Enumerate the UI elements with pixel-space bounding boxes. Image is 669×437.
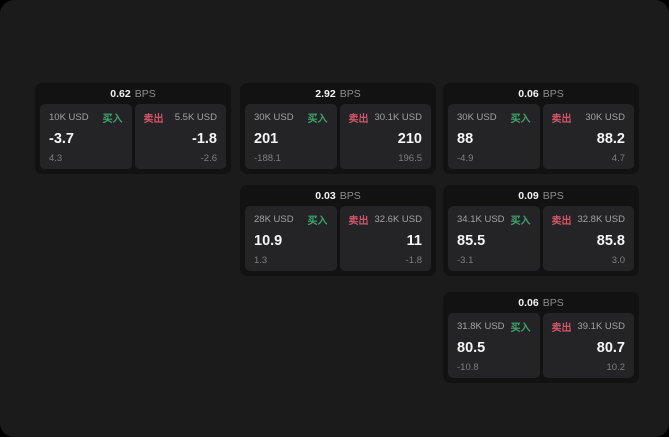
- sell-side-label: 卖出: [348, 114, 369, 125]
- bps-unit-label: BPS: [134, 87, 156, 100]
- bps-value: 0.03: [315, 189, 336, 202]
- sell-sub-value: 3.0: [611, 255, 625, 266]
- buy-sub-value: 4.3: [49, 153, 63, 164]
- sell-price-value: 11: [406, 232, 422, 249]
- sell-quote-panel[interactable]: 卖出 30K USD 88.2 4.7: [542, 104, 634, 169]
- buy-price-value: 10.9: [254, 232, 283, 249]
- sell-size-label: 32.6K USD: [374, 214, 422, 225]
- buy-side-label: 买入: [307, 114, 328, 125]
- buy-quote-panel[interactable]: 28K USD 买入 10.9 1.3: [245, 206, 337, 271]
- buy-size-label: 10K USD: [49, 112, 89, 123]
- sell-quote-panel[interactable]: 卖出 5.5K USD -1.8 -2.6: [134, 104, 226, 169]
- sell-quote-panel[interactable]: 卖出 32.8K USD 85.8 3.0: [542, 206, 634, 271]
- sell-quote-panel[interactable]: 卖出 39.1K USD 80.7 10.2: [542, 313, 634, 378]
- quote-card: 0.06 BPS 30K USD 买入 88 -4.9 卖出 30K USD 8…: [443, 83, 639, 174]
- bps-unit-label: BPS: [542, 87, 564, 100]
- sell-price-value: 85.8: [596, 232, 625, 249]
- sell-size-label: 30K USD: [585, 112, 625, 123]
- sell-price-value: 210: [397, 130, 422, 147]
- sell-sub-value: -1.8: [405, 255, 422, 266]
- buy-size-label: 34.1K USD: [457, 214, 505, 225]
- buy-sub-value: -188.1: [254, 153, 281, 164]
- bps-header: 0.62 BPS: [40, 83, 226, 104]
- bps-value: 0.09: [518, 189, 539, 202]
- sell-side-label: 卖出: [551, 323, 572, 334]
- sell-size-label: 30.1K USD: [374, 112, 422, 123]
- buy-sub-value: -3.1: [457, 255, 474, 266]
- bps-header: 0.06 BPS: [448, 292, 634, 313]
- buy-quote-panel[interactable]: 10K USD 买入 -3.7 4.3: [40, 104, 132, 169]
- sell-size-label: 32.8K USD: [577, 214, 625, 225]
- sell-price-value: 88.2: [596, 130, 625, 147]
- sell-sub-value: 10.2: [606, 362, 626, 373]
- sell-side-label: 卖出: [551, 216, 572, 227]
- quote-card: 0.06 BPS 31.8K USD 买入 80.5 -10.8 卖出 39.1…: [443, 292, 639, 383]
- buy-size-label: 28K USD: [254, 214, 294, 225]
- bps-header: 0.06 BPS: [448, 83, 634, 104]
- bps-value: 2.92: [315, 87, 336, 100]
- buy-price-value: 80.5: [457, 339, 486, 356]
- sell-sub-value: -2.6: [200, 153, 217, 164]
- buy-side-label: 买入: [102, 114, 123, 125]
- buy-side-label: 买入: [510, 216, 531, 227]
- quote-card: 0.62 BPS 10K USD 买入 -3.7 4.3 卖出 5.5K USD…: [35, 83, 231, 174]
- buy-side-label: 买入: [510, 323, 531, 334]
- quote-card: 2.92 BPS 30K USD 买入 201 -188.1 卖出 30.1K …: [240, 83, 436, 174]
- buy-sub-value: -10.8: [457, 362, 479, 373]
- sell-size-label: 39.1K USD: [577, 321, 625, 332]
- sell-price-value: -1.8: [192, 130, 217, 147]
- sell-size-label: 5.5K USD: [174, 112, 217, 123]
- buy-quote-panel[interactable]: 31.8K USD 买入 80.5 -10.8: [448, 313, 540, 378]
- buy-price-value: 85.5: [457, 232, 486, 249]
- buy-size-label: 30K USD: [457, 112, 497, 123]
- buy-sub-value: -4.9: [457, 153, 474, 164]
- bps-value: 0.62: [110, 87, 131, 100]
- sell-side-label: 卖出: [143, 114, 164, 125]
- buy-quote-panel[interactable]: 34.1K USD 买入 85.5 -3.1: [448, 206, 540, 271]
- buy-side-label: 买入: [307, 216, 328, 227]
- buy-sub-value: 1.3: [254, 255, 268, 266]
- quote-card: 0.03 BPS 28K USD 买入 10.9 1.3 卖出 32.6K US…: [240, 185, 436, 276]
- sell-sub-value: 4.7: [611, 153, 625, 164]
- bps-unit-label: BPS: [542, 189, 564, 202]
- bps-header: 0.09 BPS: [448, 185, 634, 206]
- buy-size-label: 30K USD: [254, 112, 294, 123]
- bps-value: 0.06: [518, 87, 539, 100]
- buy-quote-panel[interactable]: 30K USD 买入 201 -188.1: [245, 104, 337, 169]
- quote-card: 0.09 BPS 34.1K USD 买入 85.5 -3.1 卖出 32.8K…: [443, 185, 639, 276]
- bps-unit-label: BPS: [542, 296, 564, 309]
- sell-quote-panel[interactable]: 卖出 32.6K USD 11 -1.8: [339, 206, 431, 271]
- buy-size-label: 31.8K USD: [457, 321, 505, 332]
- buy-price-value: 88: [457, 130, 474, 147]
- sell-quote-panel[interactable]: 卖出 30.1K USD 210 196.5: [339, 104, 431, 169]
- buy-price-value: 201: [254, 130, 279, 147]
- bps-unit-label: BPS: [339, 189, 361, 202]
- buy-price-value: -3.7: [49, 130, 74, 147]
- sell-sub-value: 196.5: [398, 153, 422, 164]
- buy-quote-panel[interactable]: 30K USD 买入 88 -4.9: [448, 104, 540, 169]
- sell-side-label: 卖出: [551, 114, 572, 125]
- bps-unit-label: BPS: [339, 87, 361, 100]
- sell-side-label: 卖出: [348, 216, 369, 227]
- bps-header: 2.92 BPS: [245, 83, 431, 104]
- bps-header: 0.03 BPS: [245, 185, 431, 206]
- bps-value: 0.06: [518, 296, 539, 309]
- buy-side-label: 买入: [510, 114, 531, 125]
- sell-price-value: 80.7: [596, 339, 625, 356]
